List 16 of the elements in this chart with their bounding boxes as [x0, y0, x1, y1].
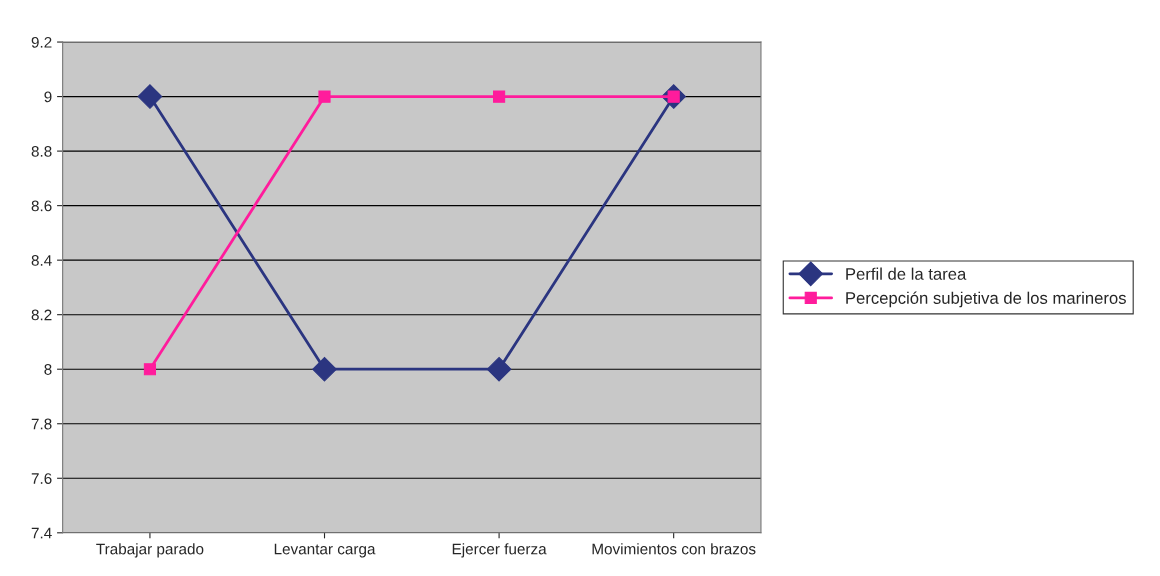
y-tick-label: 7.6 — [31, 473, 52, 484]
y-tick-label: 7.8 — [31, 418, 52, 430]
y-tick-label: 8 — [44, 364, 52, 375]
x-tick-label: Ejercer fuerza — [452, 543, 547, 558]
y-tick-label: 9 — [44, 91, 52, 103]
legend-label: Percepción subjetiva de los marineros — [846, 291, 1126, 308]
y-tick-label: 8.8 — [31, 145, 52, 157]
y-tick-label: 8.6 — [31, 200, 52, 212]
x-tick-label: Levantar carga — [274, 543, 376, 558]
x-tick-label: Movimientos con brazos — [592, 543, 756, 555]
legend-label: Perfil de la tarea — [846, 267, 967, 280]
x-tick-label: Trabajar parado — [96, 543, 204, 558]
y-tick-label: 8.2 — [31, 309, 52, 321]
y-tick-label: 8.4 — [31, 255, 52, 266]
y-tick-label: 9.2 — [31, 36, 52, 48]
y-tick-label: 7.4 — [31, 527, 52, 539]
